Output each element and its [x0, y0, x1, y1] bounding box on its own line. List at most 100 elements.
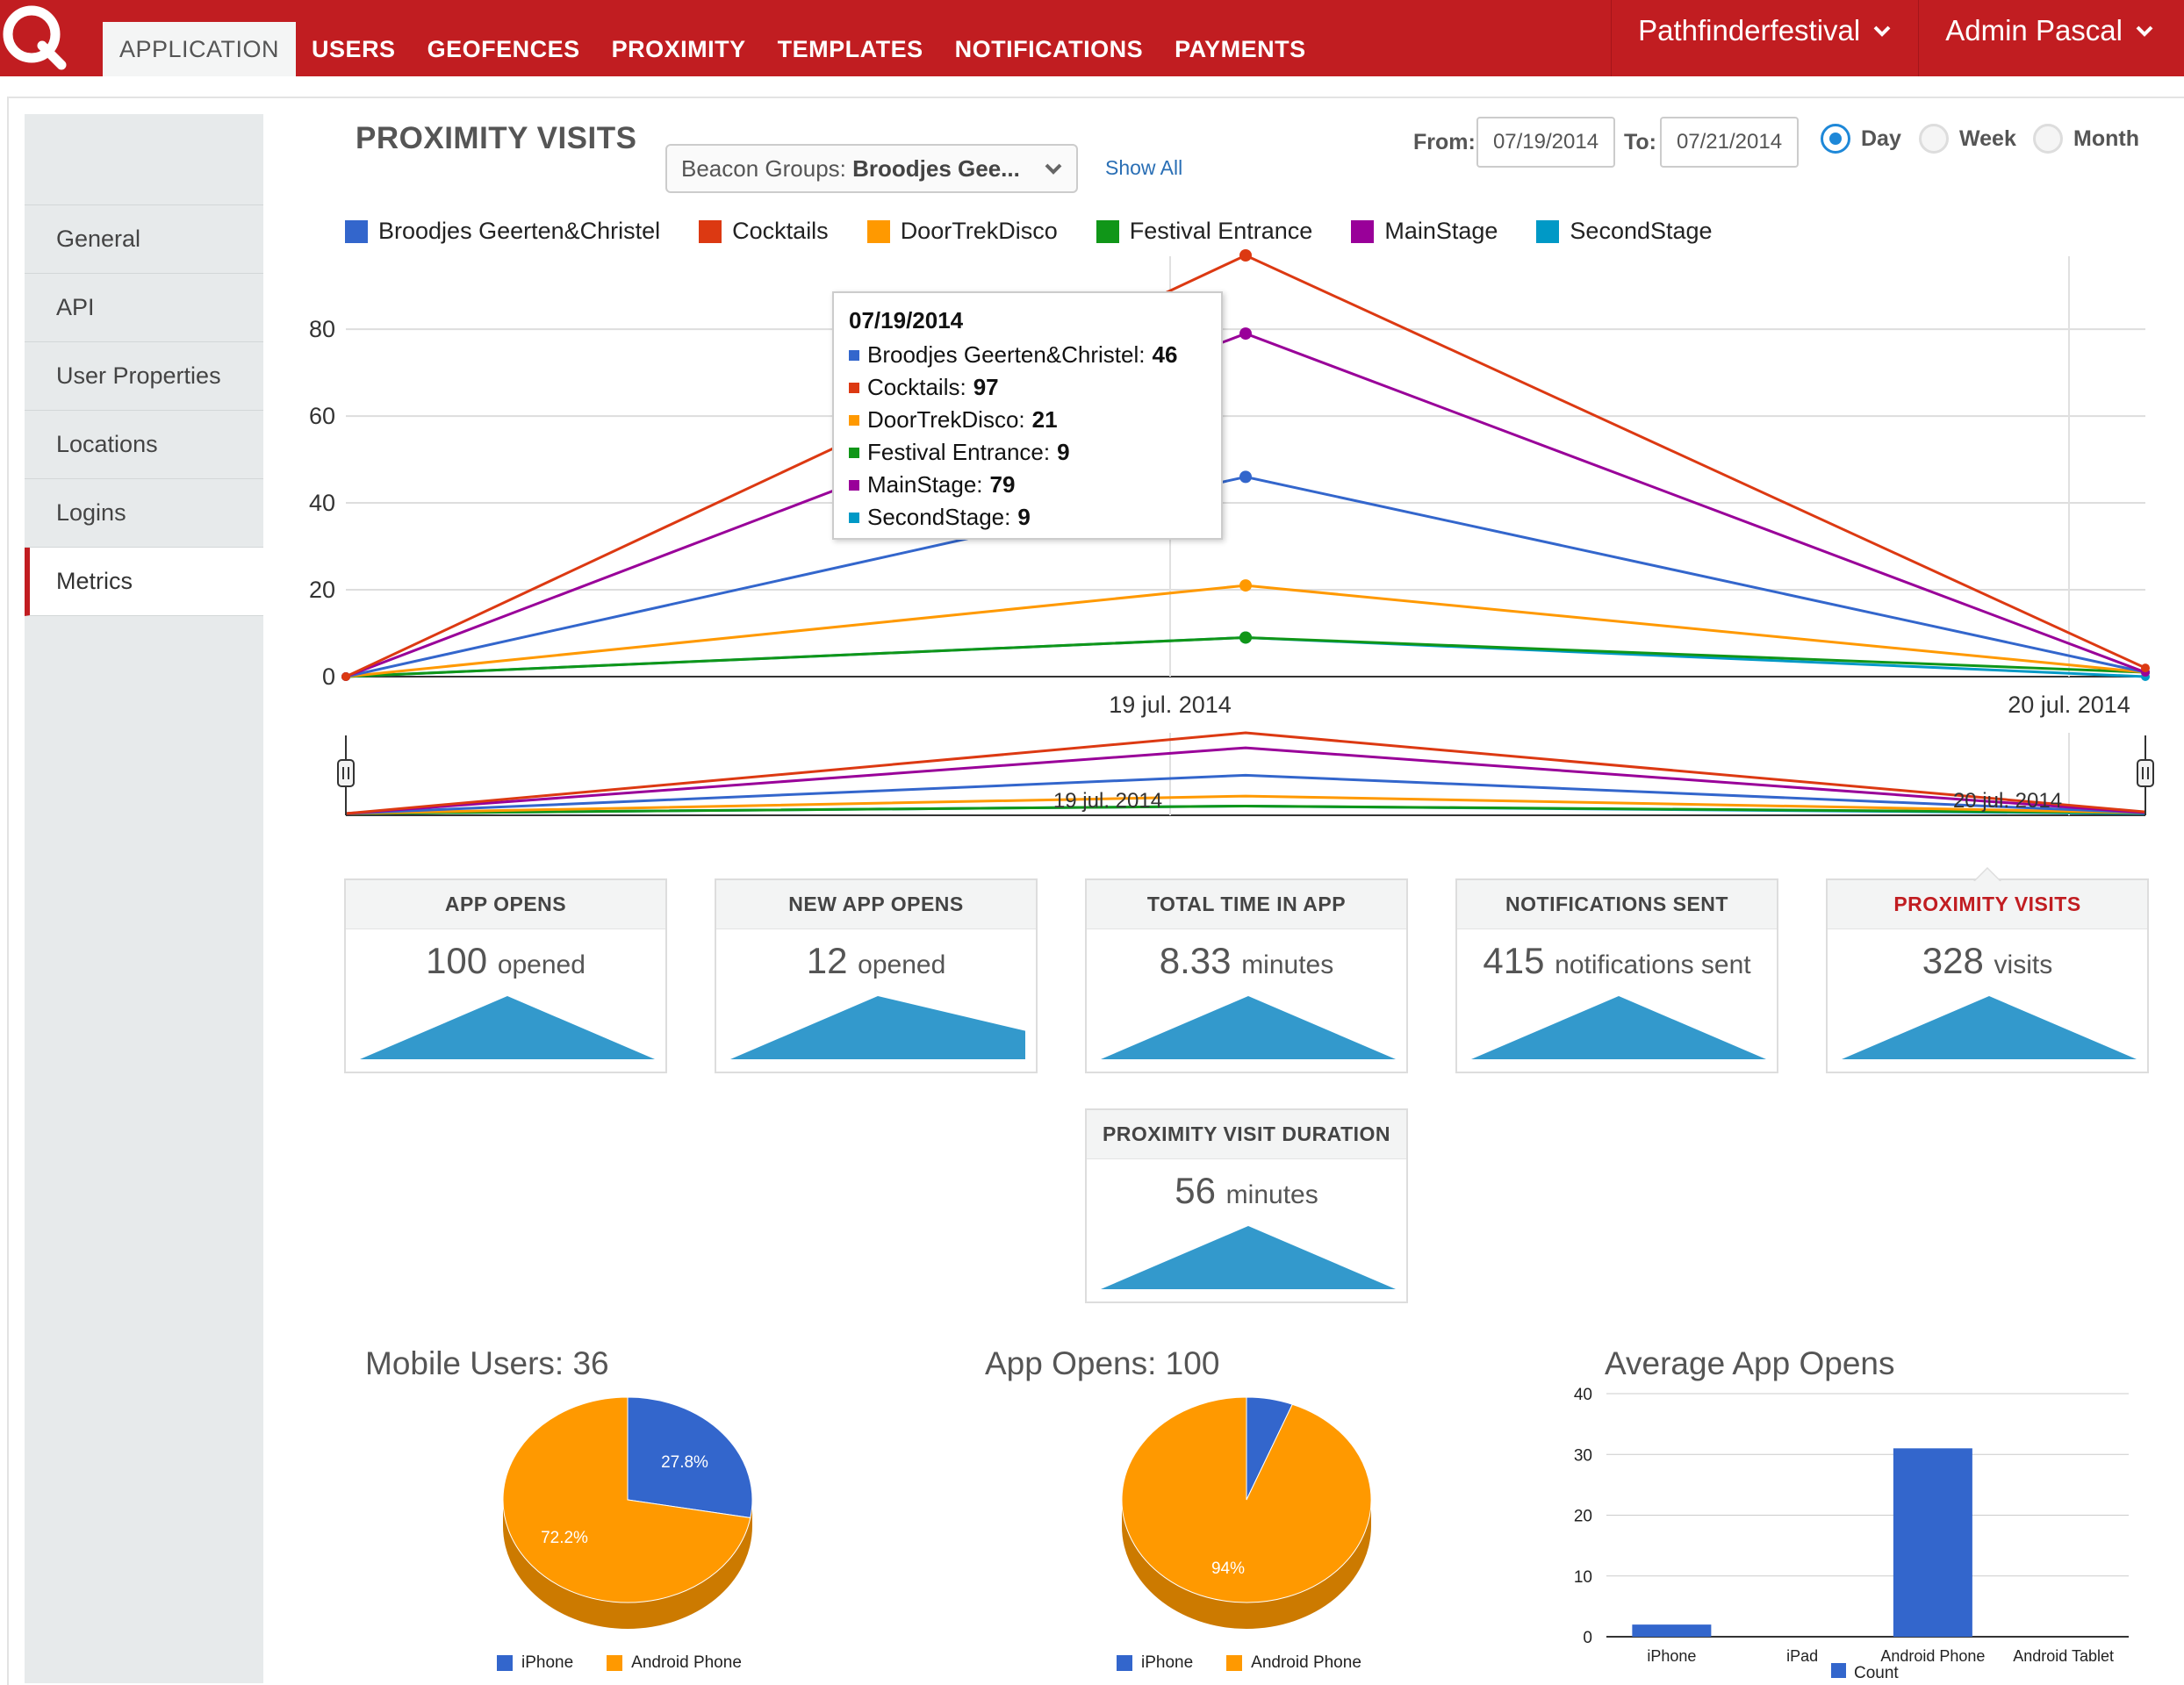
period-radio-week[interactable]: Week	[1919, 121, 2016, 156]
legend-swatch	[1096, 219, 1119, 243]
sidebar: General API User Properties Locations Lo…	[25, 114, 263, 1683]
legend-item-cocktails[interactable]: Cocktails	[699, 218, 829, 245]
tooltip-row: MainStage: 79	[849, 469, 1221, 501]
sidebar-item-api[interactable]: API	[25, 274, 263, 342]
pie-depth	[1122, 1500, 1371, 1629]
metric-card-title: PROXIMITY VISITS	[1828, 880, 2147, 929]
tooltip-value: 97	[973, 374, 999, 400]
beacon-groups-select[interactable]: Beacon Groups: Broodjes Gee...	[665, 144, 1078, 193]
top-navigation-bar: APPLICATION USERS GEOFENCES PROXIMITY TE…	[0, 0, 2184, 76]
legend-label: MainStage	[1384, 218, 1498, 244]
tooltip-label: Broodjes Geerten&Christel:	[867, 341, 1146, 368]
period-day-label: Day	[1861, 125, 1901, 151]
metric-card-app-opens[interactable]: APP OPENS 100 opened	[344, 878, 667, 1073]
bar-y-tick-label: 40	[1574, 1386, 1592, 1404]
legend-label: Cocktails	[732, 218, 829, 244]
legend-item-mainstage[interactable]: MainStage	[1351, 218, 1498, 245]
nav-tab-notifications[interactable]: NOTIFICATIONS	[954, 36, 1144, 62]
nav-tab-proximity[interactable]: PROXIMITY	[611, 36, 746, 62]
series-line-mainstage	[345, 332, 2146, 678]
legend-item-secondstage[interactable]: SecondStage	[1536, 218, 1713, 245]
nav-tab-geofences[interactable]: GEOFENCES	[427, 36, 580, 62]
period-radio-day[interactable]: Day	[1821, 121, 1901, 156]
metric-card-notifications-sent[interactable]: NOTIFICATIONS SENT 415 notifications sent	[1455, 878, 1778, 1073]
metric-number: 415	[1483, 940, 1555, 981]
page-title: PROXIMITY VISITS	[356, 121, 637, 155]
pie-app-opens-100: 94%	[1121, 1396, 1372, 1629]
app-selector-dropdown[interactable]: Pathfinderfestival	[1611, 0, 1918, 76]
legend-label: DoorTrekDisco	[900, 218, 1058, 244]
top-right-menus: Pathfinderfestival Admin Pascal	[1611, 0, 2184, 76]
y-tick-label: 20	[309, 577, 335, 603]
drag-handle-icon	[337, 759, 355, 787]
pie-slice-android-phone	[1121, 1396, 1372, 1603]
radio-selected-icon	[1821, 124, 1850, 154]
metric-sparkline	[1471, 996, 1766, 1059]
data-point-cocktails	[1239, 249, 1252, 262]
bar-chart-average-app-opens: 0 10 20 30 40 iPhone iPad Android Phone Android …	[1574, 1386, 2129, 1682]
active-card-pointer	[1973, 867, 2001, 881]
pie-mobile-users-36: 27.8% 72.2%	[502, 1396, 753, 1629]
metric-unit: notifications sent	[1555, 950, 1751, 979]
tooltip-value: 9	[1057, 439, 1070, 465]
sidebar-item-logins[interactable]: Logins	[25, 479, 263, 548]
legend-swatch	[497, 1655, 513, 1671]
navigator-series-mainstage	[345, 746, 2146, 815]
metric-card-title: NOTIFICATIONS SENT	[1457, 880, 1777, 929]
bar-y-tick-label: 20	[1574, 1508, 1592, 1526]
tooltip-row: Festival Entrance: 9	[849, 436, 1221, 469]
metric-card-title: TOTAL TIME IN APP	[1087, 880, 1406, 929]
radio-unselected-icon	[2033, 124, 2063, 154]
legend-item-android-phone: Android Phone	[607, 1653, 742, 1673]
sidebar-item-general[interactable]: General	[25, 205, 263, 274]
tooltip-label: SecondStage:	[867, 504, 1011, 530]
main-nav: APPLICATION USERS GEOFENCES PROXIMITY TE…	[103, 0, 1322, 76]
radio-unselected-icon	[1919, 124, 1949, 154]
from-date-input[interactable]	[1476, 117, 1615, 168]
chevron-down-icon	[1045, 163, 1062, 175]
nav-tab-users[interactable]: USERS	[312, 36, 396, 62]
mobile-users-legend: iPhone Android Phone	[497, 1653, 775, 1673]
metric-sparkline	[1842, 996, 2137, 1059]
legend-item-doortrekdisco[interactable]: DoorTrekDisco	[866, 218, 1058, 245]
legend-item-iphone: iPhone	[1117, 1653, 1193, 1673]
legend-label: SecondStage	[1570, 218, 1713, 244]
app-opens-title: App Opens: 100	[985, 1345, 1220, 1381]
navigator-series-festival-entrance	[345, 804, 2146, 815]
period-radio-month[interactable]: Month	[2033, 121, 2139, 156]
user-menu-label: Admin Pascal	[1945, 13, 2123, 47]
metric-card-proximity-visit-duration[interactable]: PROXIMITY VISIT DURATION 56 minutes	[1085, 1108, 1408, 1303]
sidebar-item-metrics[interactable]: Metrics	[25, 548, 263, 616]
metric-card-value: 328 visits	[1828, 940, 2147, 982]
app-logo-icon[interactable]	[0, 0, 76, 76]
bar-legend-swatch	[1831, 1663, 1846, 1678]
legend-item-broodjes-geerten-christel[interactable]: Broodjes Geerten&Christel	[345, 218, 660, 245]
y-tick-label: 80	[309, 316, 335, 342]
bar-legend-label: Count	[1854, 1664, 1899, 1682]
data-point-broodjes-geerten-christel	[1239, 470, 1252, 484]
user-menu-dropdown[interactable]: Admin Pascal	[1918, 0, 2184, 76]
metric-card-value: 8.33 minutes	[1087, 940, 1406, 982]
legend-item-android-phone: Android Phone	[1226, 1653, 1361, 1673]
show-all-link[interactable]: Show All	[1105, 156, 1183, 179]
tooltip-value: 46	[1152, 341, 1178, 368]
tooltip-row: DoorTrekDisco: 21	[849, 404, 1221, 436]
sidebar-item-user-properties[interactable]: User Properties	[25, 342, 263, 411]
nav-tab-application[interactable]: APPLICATION	[103, 22, 297, 76]
metric-card-value: 100 opened	[346, 940, 665, 982]
sidebar-item-locations[interactable]: Locations	[25, 411, 263, 479]
legend-item-festival-entrance[interactable]: Festival Entrance	[1096, 218, 1313, 245]
bar-y-tick-label: 30	[1574, 1446, 1592, 1465]
metric-card-proximity-visits[interactable]: PROXIMITY VISITS 328 visits	[1826, 878, 2149, 1073]
metric-card-total-time-in-app[interactable]: TOTAL TIME IN APP 8.33 minutes	[1085, 878, 1408, 1073]
metric-card-new-app-opens[interactable]: NEW APP OPENS 12 opened	[715, 878, 1038, 1073]
tooltip-date: 07/19/2014	[849, 307, 964, 333]
nav-tab-payments[interactable]: PAYMENTS	[1175, 36, 1306, 62]
metric-sparkline	[1101, 996, 1396, 1059]
legend-label: Festival Entrance	[1129, 218, 1313, 244]
navigator-series-cocktails	[345, 731, 2146, 815]
nav-tab-templates[interactable]: TEMPLATES	[777, 36, 923, 62]
to-date-input[interactable]	[1660, 117, 1799, 168]
bar-android-phone	[1893, 1448, 1972, 1637]
